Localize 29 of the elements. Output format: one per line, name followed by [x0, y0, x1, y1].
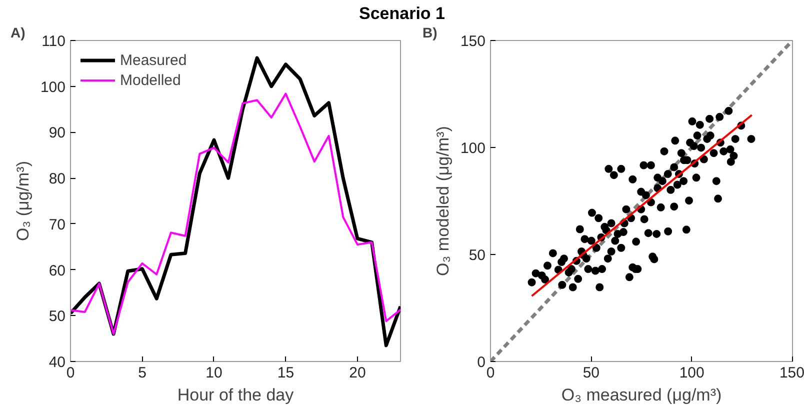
x-tick-label: 5 [138, 364, 146, 382]
y-tick-label: 100 [40, 78, 66, 96]
chart-title: Scenario 1 [359, 3, 445, 25]
y-tick-label: 40 [48, 354, 66, 371]
y-tick-label: 90 [48, 124, 66, 142]
x-tick-label: 150 [779, 364, 804, 382]
y-axis-title: O₃ (μg/m³) [13, 160, 32, 241]
text: B) [422, 24, 438, 40]
legend-label: Measured [120, 52, 187, 68]
x-tick-label: 20 [349, 364, 366, 382]
x-tick-label: 15 [277, 364, 294, 382]
text: A) [10, 24, 26, 40]
y-tick-label: 50 [468, 247, 486, 264]
x-axis-title: Hour of the day [177, 386, 294, 404]
x-tick-label: 50 [582, 364, 600, 382]
y-tick-label: 70 [48, 216, 66, 234]
y-tick-label: 100 [460, 140, 486, 157]
y-tick-label: 110 [42, 33, 66, 50]
y-tick-label: 0 [477, 354, 486, 371]
x-axis-title: O₃ measured (μg/m³) [561, 386, 722, 404]
x-tick-label: 10 [206, 364, 222, 382]
y-tick-label: 80 [48, 170, 66, 188]
legend-label: Modelled [120, 72, 181, 88]
y-tick-label: 50 [48, 308, 66, 326]
y-tick-label: 60 [48, 262, 66, 280]
y-tick-label: 150 [460, 33, 486, 50]
x-tick-label: 100 [679, 364, 704, 382]
line-series [70, 92, 400, 335]
y-axis-title: O₃ modeled (μg/m³) [433, 126, 452, 276]
